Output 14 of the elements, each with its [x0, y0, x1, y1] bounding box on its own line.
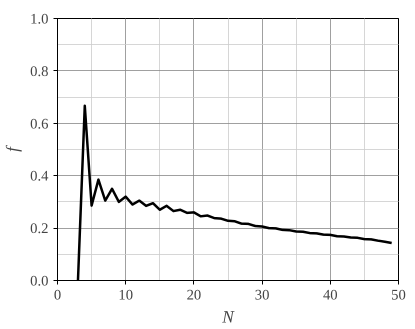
y-tick-label: 0.2 [30, 221, 49, 238]
x-tick-label: 10 [118, 288, 134, 304]
y-tick-label: 0.4 [30, 168, 50, 185]
y-tick-label: 1.0 [30, 12, 49, 28]
x-tick-label: 50 [391, 288, 406, 304]
x-axis-title: N [221, 308, 236, 326]
x-tick-label: 30 [254, 288, 270, 304]
y-axis-title: f [3, 144, 22, 152]
y-tick-label: 0.6 [30, 116, 49, 132]
y-tick-label: 0.8 [30, 64, 49, 80]
x-tick-label: 20 [186, 288, 202, 304]
x-tick-label: 40 [322, 288, 338, 304]
y-tick-label: 0.0 [30, 274, 49, 290]
x-tick-label: 0 [54, 288, 62, 304]
